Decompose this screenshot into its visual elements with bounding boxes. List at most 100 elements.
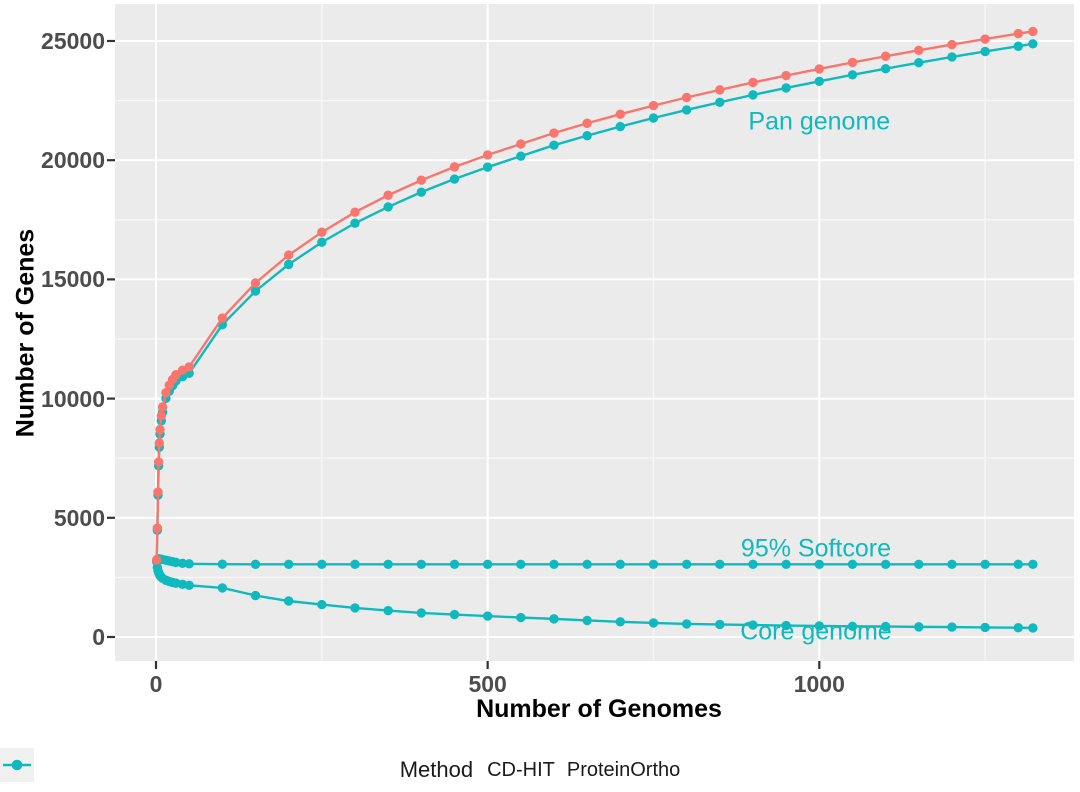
data-point bbox=[781, 83, 791, 93]
data-point bbox=[980, 46, 990, 57]
data-point bbox=[416, 187, 427, 197]
data-point bbox=[1028, 26, 1038, 37]
data-point bbox=[681, 92, 692, 103]
legend-key-icon bbox=[0, 748, 34, 782]
data-point bbox=[814, 559, 824, 569]
y-tick-label: 15000 bbox=[41, 266, 105, 293]
data-point bbox=[317, 237, 327, 247]
data-point bbox=[283, 559, 294, 569]
x-tick-label: 0 bbox=[149, 671, 163, 697]
legend-title: Method bbox=[399, 757, 474, 782]
data-point bbox=[715, 619, 725, 630]
legend-item-label: CD-HIT bbox=[487, 758, 555, 781]
data-point bbox=[914, 622, 924, 632]
data-point bbox=[615, 121, 626, 132]
legend-item-label: ProteinOrtho bbox=[566, 758, 681, 781]
legend-items: CD-HIT ProteinOrtho bbox=[0, 748, 681, 782]
data-point bbox=[947, 559, 957, 569]
data-point bbox=[748, 77, 758, 88]
y-tick-label: 10000 bbox=[41, 385, 105, 412]
data-point bbox=[217, 583, 228, 593]
data-point bbox=[980, 559, 990, 569]
data-point bbox=[715, 97, 725, 107]
data-point bbox=[715, 559, 725, 569]
y-tick-label: 25000 bbox=[41, 28, 105, 54]
data-point bbox=[250, 278, 261, 288]
legend-item-cd-hit: CD-HIT bbox=[0, 748, 555, 782]
data-point bbox=[152, 523, 163, 533]
data-point bbox=[516, 612, 526, 623]
data-point bbox=[1028, 623, 1038, 633]
data-point bbox=[615, 559, 626, 569]
data-point bbox=[184, 362, 194, 372]
data-point bbox=[250, 559, 261, 569]
data-point bbox=[748, 559, 758, 569]
data-point bbox=[449, 559, 460, 569]
data-point bbox=[416, 608, 427, 618]
data-point bbox=[317, 227, 327, 237]
data-point bbox=[516, 151, 526, 161]
data-point bbox=[516, 139, 526, 149]
data-point bbox=[582, 118, 592, 128]
series-markers-softcore bbox=[151, 554, 1038, 569]
data-point bbox=[1028, 559, 1038, 569]
data-point bbox=[283, 250, 294, 260]
data-point bbox=[184, 580, 194, 590]
y-axis-title: Number of Genes bbox=[11, 228, 40, 438]
data-point bbox=[681, 105, 692, 115]
data-point bbox=[781, 70, 791, 81]
annotation-pan-genome: Pan genome bbox=[748, 107, 891, 136]
data-point bbox=[980, 34, 990, 44]
data-point bbox=[482, 162, 493, 172]
data-point bbox=[217, 313, 228, 323]
data-point bbox=[847, 621, 858, 631]
data-point bbox=[317, 599, 327, 610]
data-point bbox=[317, 559, 327, 569]
data-point bbox=[681, 619, 692, 629]
data-point bbox=[549, 140, 559, 150]
data-point bbox=[416, 175, 427, 185]
data-point bbox=[980, 622, 990, 633]
data-point bbox=[155, 424, 165, 435]
data-point bbox=[549, 614, 559, 624]
data-point bbox=[1013, 41, 1023, 51]
data-point bbox=[157, 402, 168, 412]
data-point bbox=[615, 617, 626, 627]
data-point bbox=[250, 286, 261, 296]
data-point bbox=[681, 559, 692, 569]
data-point bbox=[648, 113, 659, 123]
data-point bbox=[153, 457, 164, 467]
data-point bbox=[383, 559, 393, 569]
data-point bbox=[383, 190, 393, 200]
data-point bbox=[715, 85, 725, 95]
data-point bbox=[1028, 39, 1038, 49]
data-point bbox=[847, 70, 858, 80]
data-point bbox=[154, 438, 165, 448]
data-point bbox=[151, 555, 162, 565]
data-point bbox=[156, 411, 167, 421]
data-point bbox=[482, 559, 493, 569]
data-point bbox=[914, 57, 924, 68]
y-tick-label: 0 bbox=[92, 624, 105, 650]
data-point bbox=[947, 52, 957, 62]
data-point bbox=[482, 150, 493, 160]
data-point bbox=[947, 39, 957, 50]
data-point bbox=[171, 370, 181, 380]
data-point bbox=[781, 559, 791, 569]
data-point bbox=[549, 128, 559, 138]
data-point bbox=[781, 620, 791, 631]
data-point bbox=[184, 559, 194, 569]
data-point bbox=[847, 559, 858, 569]
data-point bbox=[748, 90, 758, 100]
data-point bbox=[1013, 28, 1023, 39]
data-point bbox=[947, 622, 957, 632]
data-point bbox=[153, 487, 163, 497]
data-point bbox=[449, 174, 460, 184]
data-point bbox=[582, 130, 592, 141]
data-point bbox=[449, 162, 460, 172]
data-point bbox=[350, 218, 360, 228]
data-point bbox=[880, 559, 891, 569]
data-point bbox=[1013, 623, 1023, 633]
